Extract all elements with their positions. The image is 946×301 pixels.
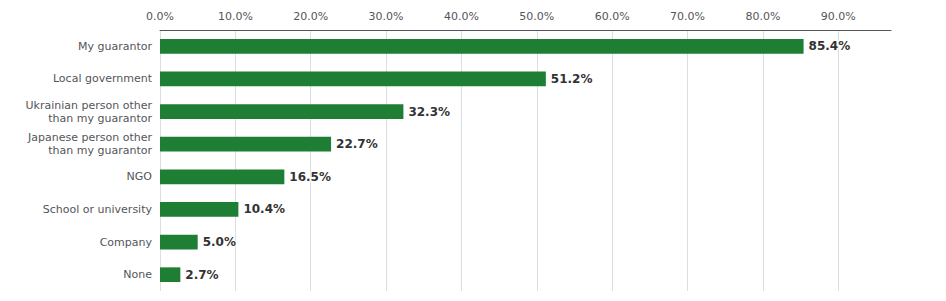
svg-text:Company: Company <box>100 236 153 249</box>
svg-text:50.0%: 50.0% <box>519 10 554 23</box>
svg-text:None: None <box>123 268 152 281</box>
svg-text:10.0%: 10.0% <box>218 10 253 23</box>
svg-text:NGO: NGO <box>127 170 153 183</box>
svg-text:20.0%: 20.0% <box>293 10 328 23</box>
svg-text:16.5%: 16.5% <box>289 170 331 184</box>
svg-text:32.3%: 32.3% <box>408 105 450 119</box>
svg-text:30.0%: 30.0% <box>369 10 404 23</box>
svg-text:Local government: Local government <box>53 72 153 85</box>
svg-text:School or university: School or university <box>43 203 153 216</box>
svg-text:51.2%: 51.2% <box>551 72 593 86</box>
svg-text:than my guarantor: than my guarantor <box>48 144 152 157</box>
svg-text:2.7%: 2.7% <box>185 268 218 282</box>
svg-text:40.0%: 40.0% <box>444 10 479 23</box>
svg-text:22.7%: 22.7% <box>336 137 378 151</box>
svg-text:0.0%: 0.0% <box>146 10 174 23</box>
svg-text:than my guarantor: than my guarantor <box>48 112 152 125</box>
svg-text:80.0%: 80.0% <box>745 10 780 23</box>
svg-text:5.0%: 5.0% <box>203 235 236 249</box>
svg-text:Japanese person other: Japanese person other <box>27 131 152 144</box>
svg-text:Ukrainian person other: Ukrainian person other <box>26 99 153 112</box>
svg-text:70.0%: 70.0% <box>670 10 705 23</box>
svg-text:90.0%: 90.0% <box>821 10 856 23</box>
svg-text:60.0%: 60.0% <box>595 10 630 23</box>
svg-text:My guarantor: My guarantor <box>78 40 152 53</box>
svg-text:85.4%: 85.4% <box>809 39 851 53</box>
svg-text:10.4%: 10.4% <box>243 202 285 216</box>
